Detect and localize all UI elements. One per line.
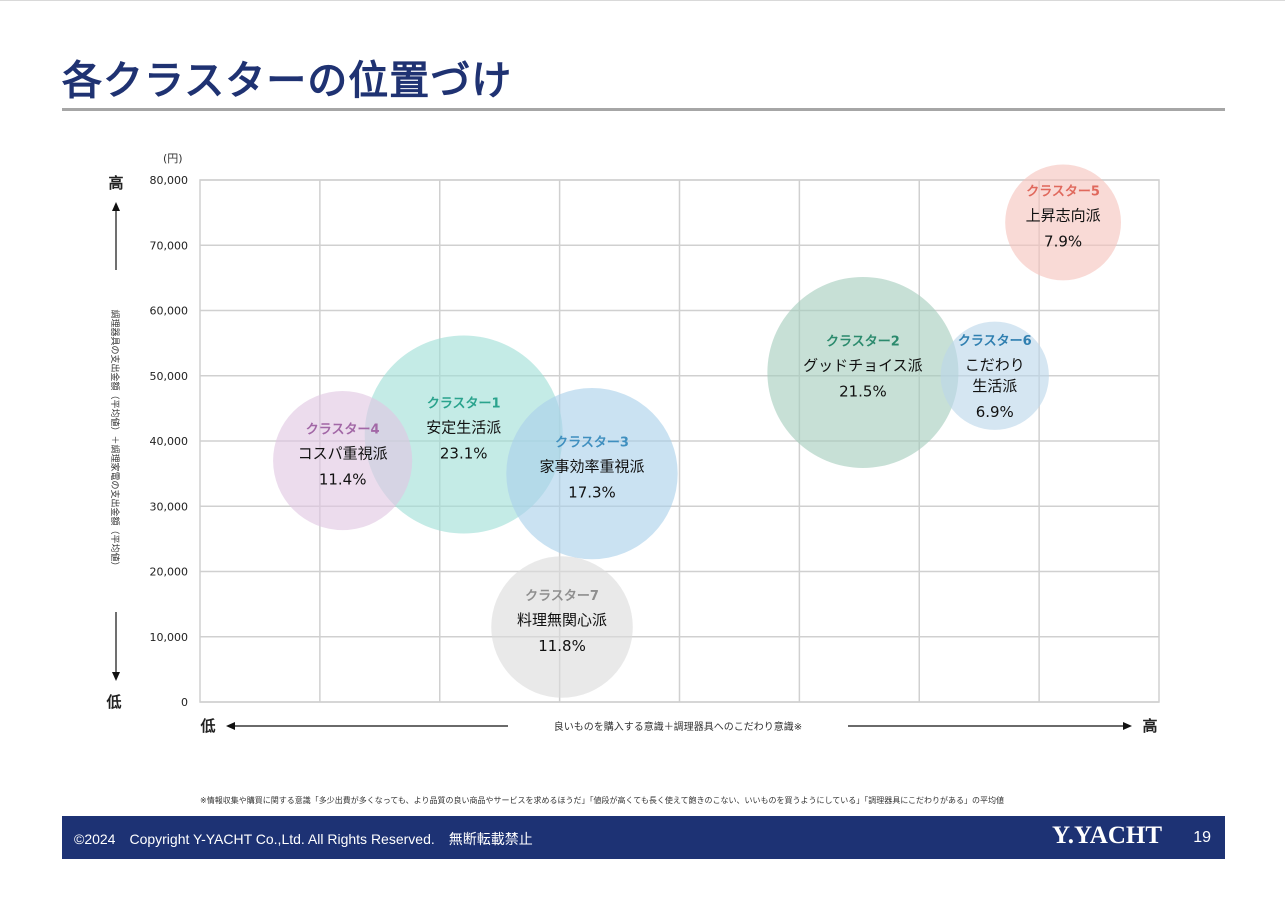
bubble-type-label: 家事効率重視派 (539, 458, 644, 476)
bubble-2 (506, 387, 678, 560)
bubble-4 (491, 556, 633, 698)
footnote: ※情報収集や購買に関する意識「多少出費が多くなっても、より品質の良い商品やサービ… (200, 796, 1005, 805)
bubble-share-label: 23.1% (440, 444, 488, 462)
bubble-share-label: 6.9% (976, 403, 1014, 421)
y-tick-label: 30,000 (150, 500, 189, 513)
copyright-text: ©2024 Copyright Y-YACHT Co.,Ltd. All Rig… (74, 831, 533, 847)
bubble-7 (1005, 164, 1122, 281)
bubble-cluster-name: クラスター3 (555, 436, 629, 451)
bubble-cluster-name: クラスター4 (306, 423, 380, 438)
bubble-share-label: 11.8% (538, 637, 586, 655)
y-tick-label: 10,000 (150, 631, 189, 644)
page-number: 19 (1193, 829, 1211, 846)
bubble-type-label: グッドチョイス派 (803, 356, 923, 374)
y-tick-label: 70,000 (150, 239, 189, 252)
bubble-type-label: 安定生活派 (426, 418, 501, 436)
page-title: 各クラスターの位置づけ (62, 58, 513, 104)
x-high-label: 高 (1142, 717, 1157, 735)
footer-bar: ©2024 Copyright Y-YACHT Co.,Ltd. All Rig… (62, 816, 1225, 859)
bubbles-layer (273, 164, 1122, 698)
bubble-type-label: コスパ重視派 (298, 445, 388, 463)
bubble-chart: 0 10,000 20,000 30,000 40,000 50,000 60,000 70,… (105, 152, 1160, 735)
y-tick-label: 20,000 (150, 566, 189, 579)
bubble-cluster-name: クラスター1 (427, 396, 501, 411)
y-tick-label: 0 (181, 696, 188, 709)
y-axis-title: 調理器具の支出金額（平均値）＋調理家電の支出金額（平均値） (109, 309, 121, 570)
bubble-3 (273, 391, 413, 531)
company-logo: Y.YACHT (1052, 822, 1162, 849)
bubble-share-label: 11.4% (319, 471, 367, 489)
top-border (0, 0, 1285, 1)
bubble-cluster-name: クラスター6 (958, 334, 1032, 349)
y-arrow-up-head (112, 202, 120, 211)
bubble-share-label: 21.5% (839, 382, 887, 400)
y-tick-label: 50,000 (150, 370, 189, 383)
bubble-share-label: 7.9% (1044, 232, 1082, 250)
y-high-label: 高 (108, 174, 123, 192)
y-unit-label: (円) (163, 152, 183, 165)
bubble-type-label: 料理無関心派 (517, 611, 607, 629)
y-low-label: 低 (105, 693, 121, 711)
bubble-5 (767, 276, 959, 469)
title-underline (62, 108, 1225, 111)
y-tick-label: 80,000 (150, 174, 189, 187)
y-tick-label: 40,000 (150, 435, 189, 448)
bubble-type-label: 生活派 (972, 377, 1017, 395)
bubble-cluster-name: クラスター5 (1026, 184, 1100, 199)
x-low-label: 低 (199, 717, 215, 735)
x-arrow-right-head (1123, 722, 1132, 730)
bubble-share-label: 17.3% (568, 484, 616, 502)
x-arrow-left-head (226, 722, 235, 730)
bubble-type-label: 上昇志向派 (1026, 206, 1101, 224)
y-arrow-down-head (112, 672, 120, 681)
bubble-cluster-name: クラスター2 (826, 334, 900, 349)
bubble-6 (940, 321, 1049, 430)
x-axis-title: 良いものを購入する意識＋調理器具へのこだわり意識※ (554, 720, 802, 733)
y-tick-label: 60,000 (150, 305, 189, 318)
bubble-type-label: こだわり (965, 356, 1025, 374)
bubble-cluster-name: クラスター7 (525, 589, 599, 604)
bubble-labels-layer: クラスター1 安定生活派 23.1% クラスター3 家事効率重視派 17.3% クラスター4… (298, 184, 1101, 655)
